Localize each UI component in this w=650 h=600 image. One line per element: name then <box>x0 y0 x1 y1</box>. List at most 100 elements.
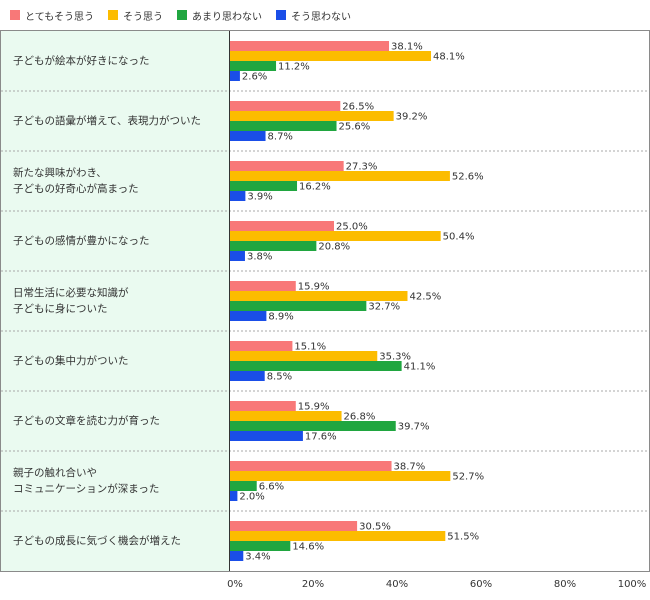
bar-value-label: 6.6% <box>259 482 284 493</box>
bar-value-label: 25.6% <box>339 122 371 133</box>
bar-value-label: 15.9% <box>298 282 330 293</box>
chart-frame: 子どもが絵本が好きになった子どもの語彙が増えて、表現力がついた新たな興味がわき、… <box>0 30 650 572</box>
bar-value-label: 30.5% <box>359 522 391 533</box>
bar <box>229 301 367 311</box>
category-label-text: 子どもの文章を読む力が育った <box>13 413 160 429</box>
bar <box>229 121 337 131</box>
bar-value-label: 51.5% <box>447 532 479 543</box>
category-label-text: 子どもの感情が豊かになった <box>13 233 150 249</box>
bar <box>229 51 432 61</box>
bar <box>229 521 358 531</box>
category-label-line: 日常生活に必要な知識が <box>13 287 129 299</box>
category-label-line: 子どもに身についた <box>13 303 108 315</box>
chart-legend: とてもそう思う そう思う あまり思わない そう思わない <box>10 7 351 23</box>
legend-swatch <box>276 10 286 20</box>
bar <box>229 311 267 321</box>
bar-value-label: 38.1% <box>391 42 423 53</box>
legend-swatch <box>10 10 20 20</box>
bar <box>229 431 303 441</box>
legend-item-agree: そう思う <box>108 8 163 23</box>
bar-value-label: 48.1% <box>433 52 465 63</box>
bar-value-label: 3.9% <box>247 192 272 203</box>
bar <box>229 191 246 201</box>
bar <box>229 401 296 411</box>
x-tick-label: 0% <box>227 579 243 590</box>
x-tick-label: 20% <box>301 579 325 590</box>
bar <box>229 221 334 231</box>
bar <box>229 251 245 261</box>
category-label-line: 子どもの感情が豊かになった <box>13 235 150 247</box>
bar-value-label: 8.7% <box>268 132 293 143</box>
bar-value-label: 3.8% <box>247 252 272 263</box>
category-label-text: 新たな興味がわき、子どもの好奇心が高まった <box>13 165 139 197</box>
legend-swatch <box>177 10 187 20</box>
category-label-text: 子どもの語彙が増えて、表現力がついた <box>13 113 201 129</box>
category-label: 子どもの成長に気づく機会が増えた <box>13 511 223 571</box>
bar <box>229 341 293 351</box>
legend-item-strongly-disagree: そう思わない <box>276 8 351 23</box>
category-label: 日常生活に必要な知識が 子どもに身についた <box>13 271 223 331</box>
category-label-line: 子どもの成長に気づく機会が増えた <box>13 535 181 547</box>
bar <box>229 541 291 551</box>
category-label-line: 新たな興味がわき、 <box>13 167 107 179</box>
bar <box>229 241 317 251</box>
category-label: 子どもの感情が豊かになった <box>13 211 223 271</box>
x-tick-label: 60% <box>469 579 493 590</box>
bar-value-label: 25.0% <box>336 222 368 233</box>
legend-label: そう思う <box>123 11 163 23</box>
category-label-text: 子どもの成長に気づく機会が増えた <box>13 533 181 549</box>
bar <box>229 471 451 481</box>
bar <box>229 161 344 171</box>
bar-value-label: 11.2% <box>278 62 310 73</box>
legend-swatch <box>108 10 118 20</box>
bar-value-label: 52.6% <box>452 172 484 183</box>
bar <box>229 361 402 371</box>
bar-value-label: 3.4% <box>245 552 270 563</box>
bar-value-label: 35.3% <box>379 352 411 363</box>
bar-value-label: 14.6% <box>292 542 324 553</box>
bar <box>229 531 446 541</box>
x-tick-label: 80% <box>553 579 577 590</box>
bar <box>229 71 240 81</box>
bar-value-label: 15.9% <box>298 402 330 413</box>
bar <box>229 101 341 111</box>
bar-chart: 38.1% 26.5% 27.3% 25.0% 15.9% 15.1% 15.9% 38.7%… <box>1 31 649 571</box>
bar-value-label: 42.5% <box>410 292 442 303</box>
bar <box>229 351 378 361</box>
bar <box>229 111 394 121</box>
category-label-text: 子どもが絵本が好きになった <box>13 53 150 69</box>
bar-value-label: 38.7% <box>394 462 426 473</box>
bar-value-label: 39.2% <box>396 112 428 123</box>
bar <box>229 171 450 181</box>
bar-value-label: 26.5% <box>342 102 374 113</box>
bar <box>229 231 441 241</box>
bar-value-label: 8.9% <box>268 312 293 323</box>
category-label-line: 子どもの文章を読む力が育った <box>13 415 160 427</box>
category-label: 子どもの集中力がついた <box>13 331 223 391</box>
bar <box>229 491 238 501</box>
bar-value-label: 41.1% <box>404 362 436 373</box>
bar <box>229 411 342 421</box>
bar <box>229 461 392 471</box>
bar-value-label: 50.4% <box>443 232 475 243</box>
bar <box>229 41 390 51</box>
bar <box>229 421 396 431</box>
bar-value-label: 2.6% <box>242 72 267 83</box>
bar-value-label: 16.2% <box>299 182 331 193</box>
bar <box>229 281 296 291</box>
legend-label: そう思わない <box>291 11 351 23</box>
bar-value-label: 32.7% <box>368 302 400 313</box>
bar-value-label: 52.7% <box>452 472 484 483</box>
category-label-line: 子どもの集中力がついた <box>13 355 129 367</box>
legend-item-strongly-agree: とてもそう思う <box>10 8 94 23</box>
bar-value-label: 39.7% <box>398 422 430 433</box>
legend-label: とてもそう思う <box>25 11 94 23</box>
category-label-panel: 子どもが絵本が好きになった子どもの語彙が増えて、表現力がついた新たな興味がわき、… <box>1 31 229 571</box>
bar <box>229 61 277 71</box>
category-label-line: 親子の触れ合いや <box>13 467 97 479</box>
legend-label: あまり思わない <box>192 11 262 23</box>
bar-value-label: 26.8% <box>344 412 376 423</box>
x-axis-ticks: 0% 20% 40% 60% 80% 100% <box>0 572 650 596</box>
legend-item-disagree: あまり思わない <box>177 8 262 23</box>
category-label-line: 子どもの好奇心が高まった <box>13 183 139 195</box>
